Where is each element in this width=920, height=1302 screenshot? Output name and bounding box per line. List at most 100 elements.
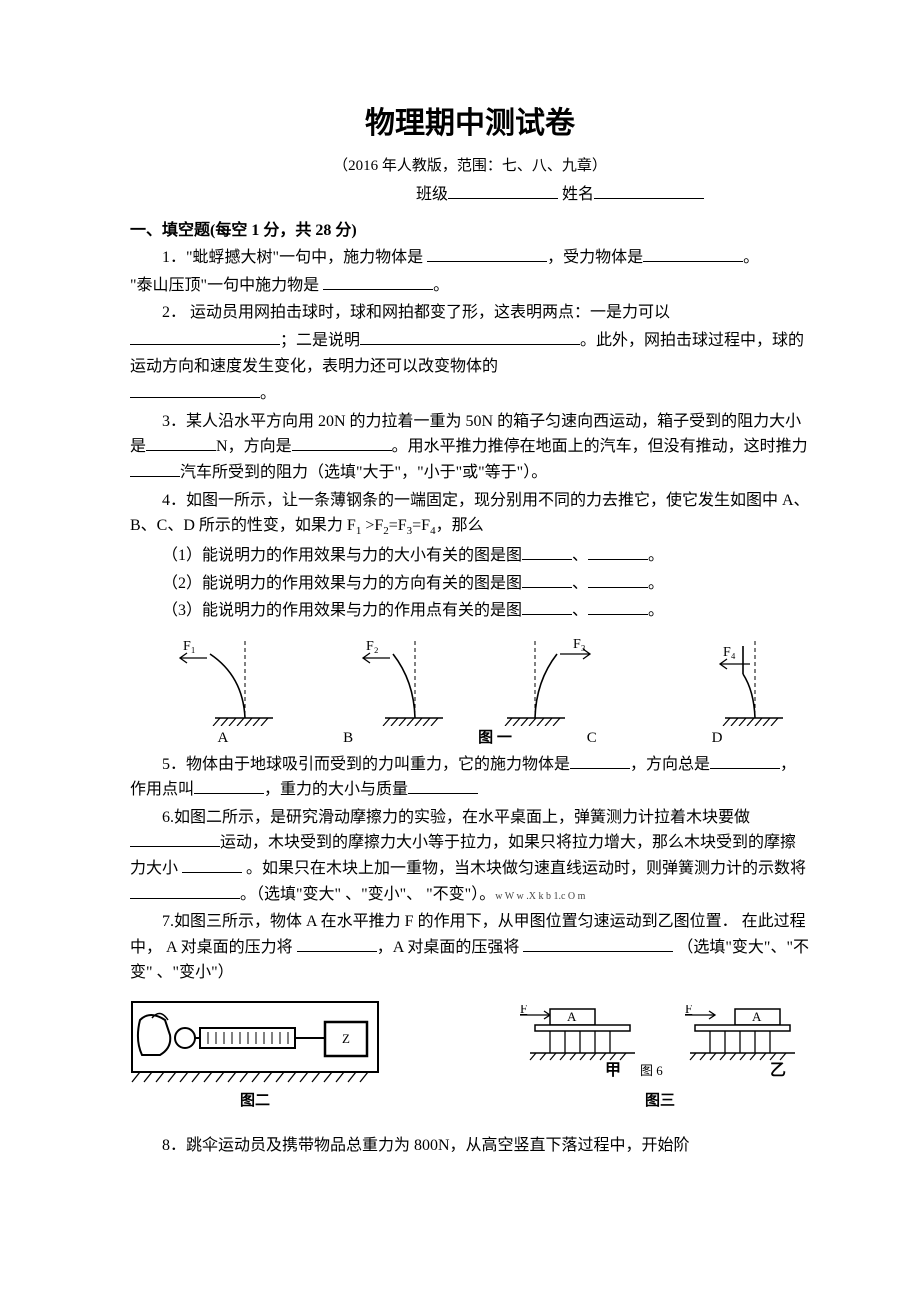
blank: [130, 344, 280, 345]
blank: [522, 614, 572, 615]
q6-text-c: 。如果只在木块上加一重物，当木块做匀速直线运动时，则弹簧测力计的示数将: [242, 860, 806, 877]
q4-end3: 。: [648, 602, 664, 619]
q8-text-a: 8．跳伞运动员及携带物品总重力为 800N，从高空竖直下落过程中，开始阶: [162, 1137, 690, 1154]
blank: [292, 450, 392, 451]
q6-watermark: w W w .X k b 1.c O m: [495, 891, 585, 902]
fig1-label-c: C: [587, 726, 597, 750]
q2-text-c: 。此外，网拍击球过程中，球的运动方向和速度发生变化，表明力还可以改变物体的: [130, 332, 804, 375]
q3: 3．某人沿水平方向用 20N 的力拉着一重为 50N 的箱子匀速向西运动，箱子受…: [130, 409, 810, 486]
class-blank: [448, 198, 558, 199]
blank: [323, 289, 433, 290]
q2-cont2: 。: [130, 381, 810, 407]
blank: [522, 559, 572, 560]
blank: [130, 898, 240, 899]
figure-3: F A 甲 图 6 F A: [510, 1005, 810, 1085]
figure-1: F₁ F₂ F₃: [130, 636, 810, 726]
q4-2-text: （2）能说明力的作用效果与力的方向有关的图是图: [162, 575, 522, 592]
fig1-d: F₄: [665, 636, 785, 726]
q4-3: （3）能说明力的作用效果与力的作用点有关的是图 、 。: [130, 598, 810, 624]
svg-text:F₄: F₄: [723, 645, 736, 660]
svg-text:图 6: 图 6: [640, 1063, 663, 1078]
svg-text:Z: Z: [342, 1031, 350, 1046]
svg-text:F₂: F₂: [366, 639, 379, 654]
svg-text:F₃: F₃: [573, 637, 586, 652]
blank: [588, 559, 648, 560]
fig2-caption: 图二: [240, 1089, 270, 1113]
q5: 5．物体由于地球吸引而受到的力叫重力，它的施力物体是，方向总是，作用点叫，重力的…: [130, 752, 810, 803]
class-name-row: 班级 姓名: [130, 182, 810, 208]
figure-2: Z: [130, 1000, 380, 1085]
svg-text:F: F: [685, 1005, 692, 1016]
name-blank: [594, 198, 704, 199]
blank: [130, 397, 260, 398]
blank: [570, 768, 630, 769]
blank: [360, 344, 580, 345]
svg-text:F₁: F₁: [183, 639, 196, 654]
q8: 8．跳伞运动员及携带物品总重力为 800N，从高空竖直下落过程中，开始阶: [130, 1133, 810, 1159]
q4-1: （1）能说明力的作用效果与力的大小有关的图是图、。: [130, 543, 810, 569]
class-label: 班级: [416, 186, 448, 203]
q1-text-b: ，受力物体是: [547, 249, 643, 266]
blank: [427, 261, 547, 262]
q4: 4．如图一所示，让一条薄钢条的一端固定，现分别用不同的力去推它，使它发生如图中 …: [130, 488, 810, 541]
q4-rel3: =F: [412, 517, 430, 534]
q3-text-d: 汽车所受到的阻力（选填"大于"，"小于"或"等于"）。: [180, 464, 547, 481]
q4-2: （2）能说明力的作用效果与力的方向有关的图是图 、 。: [130, 571, 810, 597]
q6: 6.如图二所示，是研究滑动摩擦力的实验，在水平桌面上，弹簧测力计拉着木块要做运动…: [130, 805, 810, 907]
q6-text-d: 。（选填"变大" 、"变小"、 "不变"）。: [240, 886, 495, 903]
figure-2-col: Z 图二: [130, 1000, 380, 1113]
q4-rel: >F: [361, 517, 383, 534]
page-subtitle: （2016 年人教版，范围：七、八、九章）: [130, 154, 810, 178]
q1-cont: "泰山压顶"一句中施力物是 。: [130, 273, 810, 299]
blank: [710, 768, 780, 769]
fig1-label-b: B: [343, 726, 353, 750]
q2: 2． 运动员用网拍击球时，球和网拍都变了形，这表明两点：一是力可以: [130, 300, 810, 326]
q4-sep: 、: [572, 547, 588, 564]
svg-text:A: A: [752, 1009, 762, 1024]
fig1-c: F₃: [495, 636, 615, 726]
blank: [297, 951, 377, 952]
blank: [523, 951, 673, 952]
q4-3-text: （3）能说明力的作用效果与力的作用点有关的是图: [162, 602, 522, 619]
q4-rel2: =F: [389, 517, 407, 534]
q1-text-c: 。: [743, 249, 759, 266]
q4-text-b: ，那么: [436, 517, 484, 534]
q4-sep3: 、: [572, 602, 588, 619]
blank: [588, 614, 648, 615]
blank: [194, 793, 264, 794]
q1-text-d: "泰山压顶"一句中施力物是: [130, 277, 323, 294]
blank: [130, 846, 220, 847]
page-title: 物理期中测试卷: [130, 100, 810, 148]
fig1-labels: A B 图 一 C D: [130, 726, 810, 750]
name-label: 姓名: [562, 186, 594, 203]
q2-cont: ；二是说明。此外，网拍击球过程中，球的运动方向和速度发生变化，表明力还可以改变物…: [130, 328, 810, 379]
blank: [643, 261, 743, 262]
blank: [182, 872, 242, 873]
figure-3-col: F A 甲 图 6 F A: [510, 1005, 810, 1113]
q7-text-b: ，A 对桌面的压强将: [377, 939, 520, 956]
svg-text:甲: 甲: [605, 1061, 621, 1079]
q3-text-b: N，方向是: [216, 438, 292, 455]
q3-text-c: 。用水平推力推停在地面上的汽车，但没有推动，这时推力: [392, 438, 808, 455]
q1-text-a: 1．"蚍蜉撼大树"一句中，施力物体是: [162, 249, 427, 266]
q4-end2: 。: [648, 575, 664, 592]
q2-text-b: ；二是说明: [280, 332, 360, 349]
fig1-a: F₁: [155, 636, 275, 726]
q5-text-a: 5．物体由于地球吸引而受到的力叫重力，它的施力物体是: [162, 756, 570, 773]
q4-end: 。: [648, 547, 664, 564]
blank: [522, 587, 572, 588]
svg-text:A: A: [567, 1009, 577, 1024]
blank: [130, 476, 180, 477]
q5-text-b: ，方向总是: [630, 756, 710, 773]
q6-text-a: 6.如图二所示，是研究滑动摩擦力的实验，在水平桌面上，弹簧测力计拉着木块要做: [162, 809, 750, 826]
svg-text:F: F: [520, 1005, 527, 1016]
blank: [588, 587, 648, 588]
q4-sep2: 、: [572, 575, 588, 592]
q2-text-d: 。: [260, 385, 276, 402]
section1-heading: 一、填空题(每空 1 分，共 28 分): [130, 218, 810, 244]
q5-text-d: ，重力的大小与质量: [264, 781, 408, 798]
fig3-caption: 图三: [645, 1089, 675, 1113]
q2-text-a: 2． 运动员用网拍击球时，球和网拍都变了形，这表明两点：一是力可以: [162, 304, 670, 321]
fig1-b: F₂: [325, 636, 445, 726]
fig1-caption: 图 一: [478, 730, 512, 746]
